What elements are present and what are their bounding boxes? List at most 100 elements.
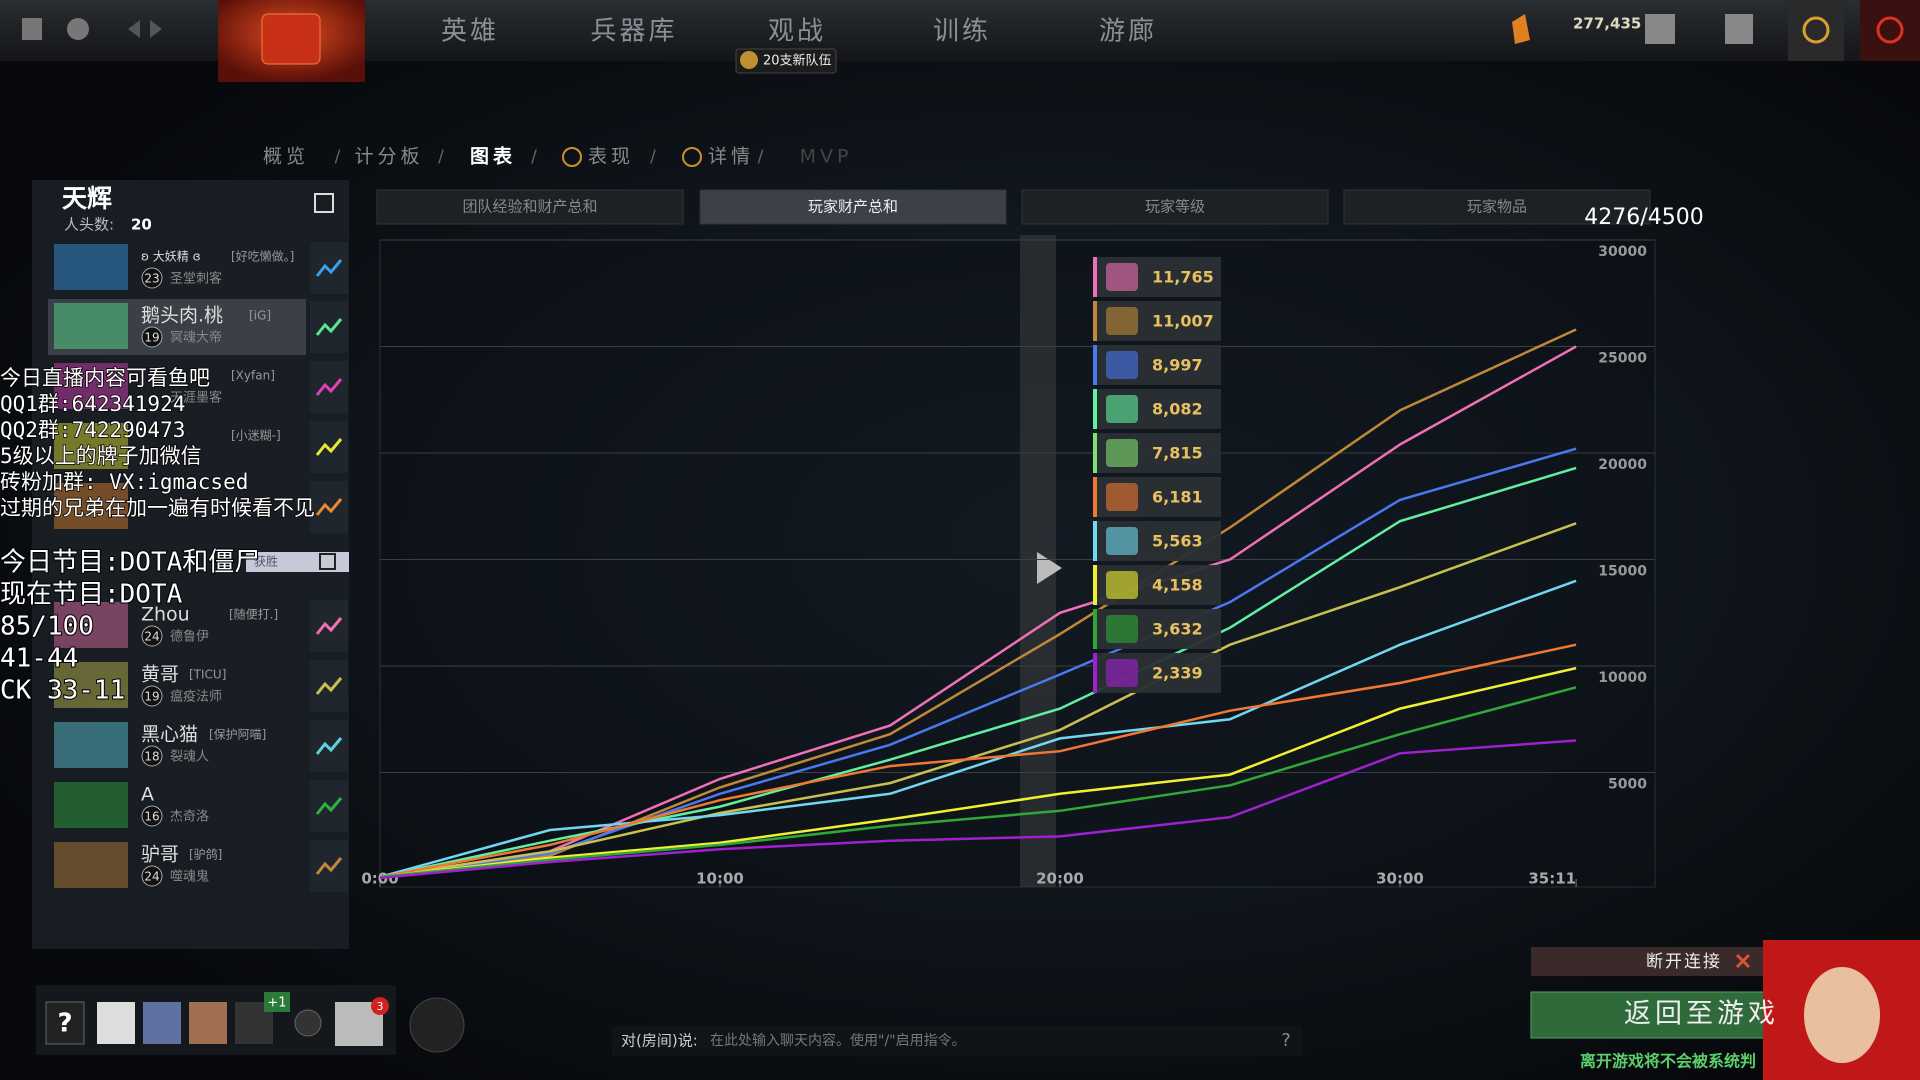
x-tick-label: 30:00 [1376,870,1424,888]
trend-icon[interactable] [315,378,343,396]
dire-checkbox[interactable] [319,553,336,570]
tooltip-color [1093,433,1097,473]
hero-name: 圣堂刺客 [170,271,222,287]
graph-tab-label: 玩家财产总和 [808,198,898,216]
friend-avatar[interactable] [189,1002,227,1044]
overlay-text: QQ1群:642341924 [0,392,185,416]
hero-portrait[interactable] [54,483,128,529]
collapse-icon[interactable] [22,18,42,40]
tooltip-hero-icon [1106,615,1138,643]
hero-portrait[interactable] [54,662,128,708]
tooltip-value: 4,158 [1152,576,1203,595]
y-tick-label: 15000 [1598,564,1647,580]
tooltip-value: 2,339 [1152,664,1203,683]
trend-icon[interactable] [315,677,343,695]
tab: MVP [800,146,853,168]
hero-portrait[interactable] [54,842,128,888]
trend-icon[interactable] [315,318,343,336]
nav-item: 观战 [768,17,826,47]
player-level: 19 [144,331,159,345]
overlay-text: 41-44 [0,644,78,674]
nav-arrows[interactable] [128,20,162,38]
hero-portrait[interactable] [54,722,128,768]
trend-icon[interactable] [315,857,343,875]
hero-portrait[interactable] [54,602,128,648]
tab-separator: / [531,147,537,167]
player-level: 16 [144,810,159,824]
player-level: 24 [144,870,159,884]
player-name: 黄哥 [141,664,179,686]
graph-tab[interactable] [699,189,1007,225]
hero-portrait[interactable] [54,244,128,290]
hero-name: 噬魂鬼 [170,869,209,885]
y-tick-label: 25000 [1598,351,1647,367]
dire-header [246,552,349,572]
trend-icon[interactable] [315,617,343,635]
level-ring [141,745,163,767]
tooltip-value: 11,007 [1152,312,1214,331]
tooltip-value: 11,765 [1152,268,1214,287]
tooltip-hero-icon [1106,263,1138,291]
hero-portrait[interactable] [54,303,128,349]
hero-name: 杰奇洛 [170,809,209,825]
player-tag: [驴鸽] [189,847,222,862]
logo-mark [261,13,321,65]
hero-portrait[interactable] [54,782,128,828]
trend-icon[interactable] [315,438,343,456]
settings-icon[interactable] [67,18,89,40]
help-slot[interactable] [45,1001,85,1045]
chat-wheel-button[interactable] [409,997,465,1053]
level-ring [141,625,163,647]
hero-portrait[interactable] [54,363,128,409]
player-tag: [iG] [249,309,271,323]
friend-avatar[interactable] [143,1002,181,1044]
disconnect-button[interactable] [1531,947,1763,976]
tooltip-color [1093,389,1097,429]
level-ring [141,805,163,827]
badge-icon [740,51,758,69]
radiant-checkbox[interactable] [314,193,334,213]
trend-icon[interactable] [315,737,343,755]
tab: 计分板 [354,146,423,168]
return-button[interactable] [1530,991,1772,1039]
plot-area [379,239,1656,888]
graph-tab[interactable] [1343,189,1651,225]
player-name: 鹅头肉.桃 [141,305,223,327]
level-ring [141,685,163,707]
chat-placeholder: 在此处输入聊天内容。使用"/"启用指令。 [710,1032,966,1049]
plus-icon [1802,16,1830,44]
trend-icon[interactable] [315,797,343,815]
graph-tab[interactable] [1021,189,1329,225]
friend-avatar[interactable] [97,1002,135,1044]
mail-icon[interactable] [1645,14,1675,44]
overlay-text: 今日节目:DOTA和僵尸 [0,548,260,578]
plus-button[interactable] [1788,0,1844,61]
trend-icon[interactable] [315,259,343,277]
armory-icon[interactable] [1725,14,1753,44]
graph-tab-label: 玩家等级 [1145,198,1205,216]
series-line [379,522,1577,879]
dire-result: 获胜 [254,554,278,569]
series-line [379,447,1577,879]
chat-input[interactable] [612,1026,1302,1056]
notification-count: 3 [377,1000,384,1013]
trend-icon[interactable] [315,498,343,516]
level-ring [141,326,163,348]
power-button[interactable] [1860,0,1920,61]
tooltip-value: 8,997 [1152,356,1203,375]
hero-portrait[interactable] [54,423,128,469]
series-line [379,466,1577,879]
tab: 概览 [263,146,309,168]
graph-tab[interactable] [376,189,684,225]
player-tag: [TICU] [189,668,226,682]
tooltip-hero-icon [1106,571,1138,599]
tab: 图表 [470,145,516,168]
webcam-face [1804,967,1880,1063]
voice-icon[interactable] [294,1009,322,1037]
player-tag: [随便打.] [229,607,278,622]
graph-tab-label: 玩家物品 [1467,198,1527,216]
badge-box[interactable] [735,48,837,74]
series-line [379,643,1577,879]
return-label: 返回至游戏 [1624,999,1779,1030]
